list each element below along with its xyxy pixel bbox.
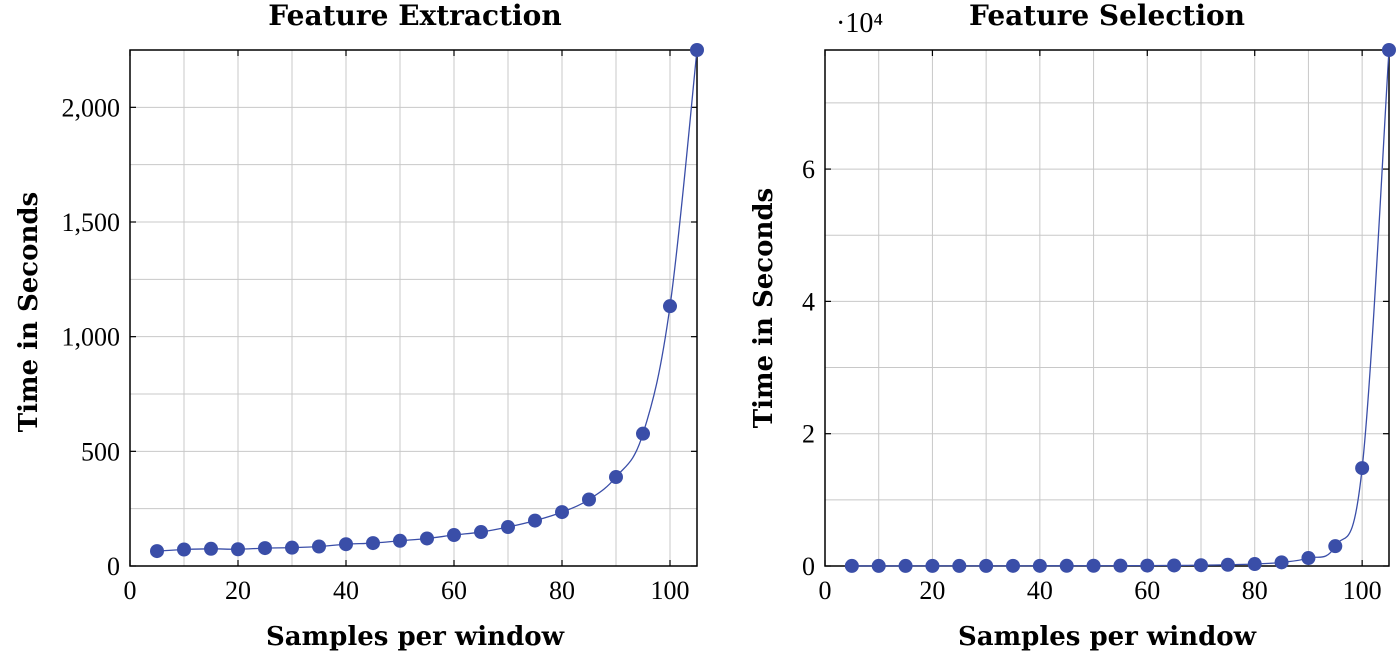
x-tick-label: 60 bbox=[441, 576, 467, 605]
data-point bbox=[952, 558, 967, 573]
data-point bbox=[1355, 461, 1370, 476]
data-point bbox=[636, 426, 650, 441]
y-tick-labels: 0 500 1,000 1,500 2,000 bbox=[62, 93, 121, 581]
data-point bbox=[231, 542, 245, 557]
plot-frame bbox=[824, 49, 1390, 567]
data-point bbox=[1194, 558, 1208, 573]
data-point bbox=[285, 540, 299, 555]
data-point bbox=[898, 558, 913, 573]
data-point bbox=[366, 536, 380, 551]
data-point bbox=[1006, 558, 1020, 573]
x-tick-label: 40 bbox=[333, 576, 359, 605]
data-point bbox=[1328, 539, 1343, 554]
x-tick-label: 0 bbox=[124, 576, 137, 605]
data-point bbox=[339, 537, 353, 552]
x-tick-label: 20 bbox=[225, 576, 251, 605]
y-tick-label: 1,500 bbox=[62, 208, 121, 237]
x-tick-label: 20 bbox=[919, 576, 945, 605]
feature-extraction-chart: 0 20 40 60 80 100 0 500 1,000 1,500 2,000 Feature… bbox=[14, 0, 704, 652]
data-point bbox=[1301, 551, 1316, 566]
data-point bbox=[582, 492, 596, 507]
gridlines bbox=[129, 49, 697, 567]
y-axis-label: Time in Seconds bbox=[749, 188, 779, 428]
series-line bbox=[156, 49, 698, 552]
x-axis-label: Samples per window bbox=[958, 622, 1257, 652]
data-point bbox=[501, 520, 515, 535]
y-tick-label: 2 bbox=[802, 420, 815, 449]
x-tick-label: 100 bbox=[1343, 576, 1382, 605]
data-point bbox=[1220, 557, 1235, 572]
plot-frame bbox=[129, 49, 698, 567]
chart-title: Feature Extraction bbox=[268, 0, 561, 32]
data-point bbox=[258, 541, 272, 556]
chart-title: Feature Selection bbox=[969, 0, 1245, 32]
data-point bbox=[1059, 558, 1074, 573]
data-point bbox=[528, 513, 542, 528]
data-point bbox=[1274, 555, 1289, 570]
data-points bbox=[150, 43, 704, 559]
x-tick-label: 80 bbox=[1242, 576, 1268, 605]
data-point bbox=[1167, 558, 1182, 573]
data-point bbox=[979, 558, 994, 573]
data-point bbox=[844, 558, 859, 573]
y-axis-label: Time in Seconds bbox=[14, 192, 44, 432]
data-point bbox=[393, 533, 407, 548]
data-points bbox=[844, 43, 1396, 573]
y-tick-label: 500 bbox=[81, 437, 120, 466]
x-tick-label: 60 bbox=[1134, 576, 1160, 605]
axis-ticks bbox=[824, 50, 1389, 567]
x-tick-label: 40 bbox=[1027, 576, 1053, 605]
y-tick-label: 6 bbox=[802, 155, 815, 184]
data-point bbox=[420, 531, 434, 546]
data-point bbox=[177, 542, 191, 557]
y-tick-labels: 0 2 4 6 bbox=[802, 155, 815, 581]
y-tick-label: 0 bbox=[107, 552, 120, 581]
x-tick-label: 100 bbox=[651, 576, 690, 605]
y-tick-label: 2,000 bbox=[62, 93, 121, 122]
x-tick-label: 80 bbox=[549, 576, 575, 605]
data-point bbox=[690, 43, 704, 57]
feature-selection-chart: 0 20 40 60 80 100 0 2 4 6 Feature Selection Samp… bbox=[749, 0, 1396, 652]
x-axis-label: Samples per window bbox=[266, 622, 565, 652]
data-point bbox=[663, 299, 677, 314]
x-tick-labels: 0 20 40 60 80 100 bbox=[124, 576, 690, 605]
data-point bbox=[1247, 557, 1262, 572]
data-point bbox=[555, 505, 569, 520]
data-point bbox=[609, 470, 623, 485]
x-tick-label: 0 bbox=[819, 576, 832, 605]
data-point bbox=[312, 539, 326, 554]
y-tick-label: 4 bbox=[802, 287, 815, 316]
x-tick-labels: 0 20 40 60 80 100 bbox=[819, 576, 1382, 605]
y-exponent-label: ·10⁴ bbox=[836, 8, 883, 39]
data-point bbox=[447, 528, 461, 543]
data-point bbox=[204, 541, 218, 556]
data-point bbox=[1382, 43, 1396, 57]
axis-ticks bbox=[129, 50, 697, 567]
y-tick-label: 0 bbox=[802, 552, 815, 581]
data-point bbox=[474, 525, 488, 540]
data-point bbox=[925, 558, 940, 573]
data-point bbox=[150, 544, 164, 559]
data-point bbox=[1140, 558, 1155, 573]
y-tick-label: 1,000 bbox=[62, 323, 121, 352]
gridlines bbox=[824, 50, 1389, 567]
data-point bbox=[871, 558, 886, 573]
data-point bbox=[1086, 558, 1101, 573]
data-point bbox=[1113, 558, 1128, 573]
data-point bbox=[1032, 558, 1047, 573]
